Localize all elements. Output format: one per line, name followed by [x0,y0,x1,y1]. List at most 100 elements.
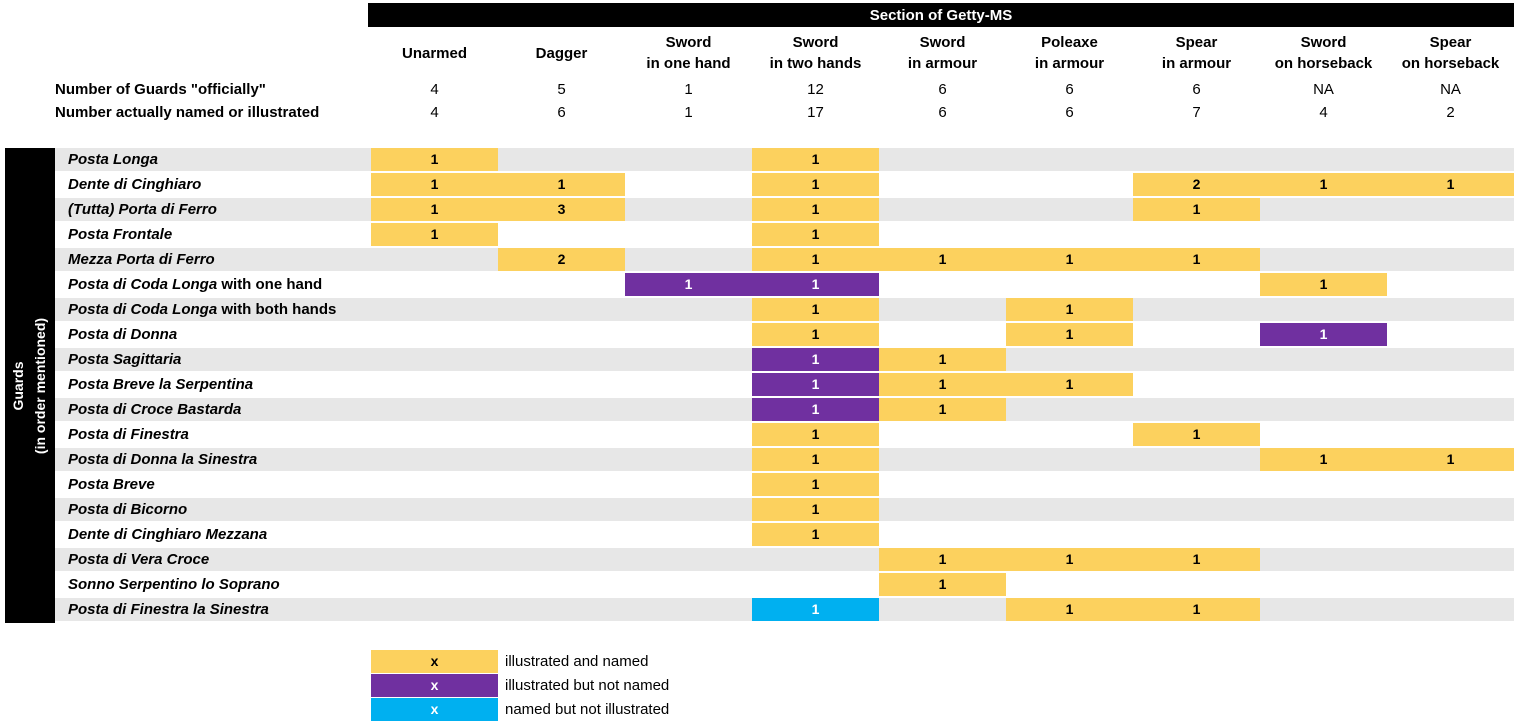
actual-value: 6 [1065,104,1074,121]
guard-name: Posta di Donna [68,323,177,346]
actual-value: 17 [807,104,824,121]
guard-name: Posta di Finestra la Sinestra [68,598,269,621]
table-row: Dente di Cinghiaro Mezzana 1 [0,523,1514,548]
matrix-cell: 1 [1260,173,1387,196]
matrix-cell: 1 [752,223,879,246]
table-row: Posta di Finestra 1 1 [0,423,1514,448]
table-row: Posta di Donna 1 1 1 [0,323,1514,348]
guard-name: Dente di Cinghiaro [68,173,201,196]
guard-name-text: Posta di Finestra la Sinestra [68,601,269,618]
table-row: Posta Breve la Serpentina 1 1 1 [0,373,1514,398]
guard-name-text: Posta di Croce Bastarda [68,401,242,418]
matrix-cell: 1 [752,198,879,221]
guard-name: Posta di Coda Longa with both hands [68,298,336,321]
banner-title: Section of Getty-MS [869,6,1013,24]
table-row: Mezza Porta di Ferro 2 1 1 1 1 [0,248,1514,273]
guard-name: Sonno Serpentino lo Soprano [68,573,280,596]
guard-name: Posta Sagittaria [68,348,181,371]
table-row: Sonno Serpentino lo Soprano 1 [0,573,1514,598]
matrix-cell: 1 [1260,273,1387,296]
guard-name-text: Posta di Vera Croce [68,551,210,568]
column-header-6: Spear in armour [1133,29,1260,77]
guard-name: Posta di Bicorno [68,498,187,521]
legend-item: x illustrated but not named [0,674,1514,697]
guard-name-suffix: with one hand [217,276,323,293]
matrix-cell: 1 [371,223,498,246]
actual-value: 7 [1192,104,1201,121]
legend-label: named but not illustrated [505,701,670,718]
column-header-4: Sword in armour [879,29,1006,77]
legend-swatch: x [371,650,498,673]
column-header-line: in armour [1034,55,1105,72]
matrix-cell: 1 [498,173,625,196]
matrix-cell: 1 [752,523,879,546]
matrix-cell: 1 [752,498,879,521]
matrix-cell: 1 [625,273,752,296]
guard-name-text: Sonno Serpentino lo Soprano [68,576,280,593]
matrix-cell: 1 [371,173,498,196]
matrix-cell: 1 [1133,423,1260,446]
guard-name: Posta di Coda Longa with one hand [68,273,322,296]
actual-value: 4 [1319,104,1328,121]
table-row: Posta Longa 1 1 [0,148,1514,173]
matrix-cell: 1 [1387,448,1514,471]
column-header-line: in armour [1161,55,1232,72]
column-header-line: on horseback [1274,55,1373,72]
table-row: Posta di Finestra la Sinestra 1 1 1 [0,598,1514,623]
guard-name-text: Posta di Bicorno [68,501,188,518]
matrix-cell: 3 [498,198,625,221]
guard-name: Posta di Vera Croce [68,548,209,571]
matrix-cell: 1 [371,198,498,221]
legend-swatch: x [371,698,498,721]
column-header-5: Poleaxe in armour [1006,29,1133,77]
guard-name: Posta Frontale [68,223,172,246]
matrix-cell: 1 [1006,373,1133,396]
matrix-cell: 1 [1260,448,1387,471]
guard-name-text: Posta Breve la Serpentina [68,376,254,393]
matrix-cell: 2 [1133,173,1260,196]
guard-name-text: Posta di Coda Longa [68,301,218,318]
matrix-cell: 1 [1387,173,1514,196]
column-header-line: Unarmed [401,44,468,62]
guard-name: Posta Longa [68,148,158,171]
column-header-0: Unarmed [371,29,498,77]
guard-name-text: Posta di Donna la Sinestra [68,451,258,468]
matrix-cell: 1 [752,348,879,371]
legend-swatch: x [371,674,498,697]
table-row: (Tutta) Porta di Ferro 1 3 1 1 [0,198,1514,223]
guard-name-text: Posta Breve [68,476,155,493]
guard-name-text: Mezza Porta di Ferro [68,251,215,268]
matrix-cell: 1 [752,173,879,196]
legend-item: x illustrated and named [0,650,1514,673]
column-header-7: Sword on horseback [1260,29,1387,77]
guard-name: (Tutta) Porta di Ferro [68,198,217,221]
matrix-cell: 1 [879,348,1006,371]
matrix-cell: 1 [752,473,879,496]
table-row: Dente di Cinghiaro 1 1 1 2 1 1 [0,173,1514,198]
guard-name-text: Posta Longa [68,151,159,168]
column-header-line: on horseback [1401,55,1500,72]
column-header-line: Dagger [535,44,588,62]
matrix-cell: 1 [1006,548,1133,571]
matrix-cell: 1 [1133,548,1260,571]
matrix-cell: 1 [752,273,879,296]
actual-value: 6 [938,104,947,121]
column-header-line: Sword [665,34,712,51]
matrix-cell: 1 [752,248,879,271]
matrix-cell: 1 [752,398,879,421]
guard-name-text: Posta Frontale [68,226,173,243]
table-row: Posta Breve 1 [0,473,1514,498]
guards-axis-bar: Guards (in order mentioned) [5,148,55,623]
column-header-line: Poleaxe [1041,34,1098,51]
matrix-cell: 1 [752,373,879,396]
guard-name-text: (Tutta) Porta di Ferro [68,201,217,218]
guard-name-text: Posta Sagittaria [68,351,182,368]
table-row: Posta di Bicorno 1 [0,498,1514,523]
actual-value: 2 [1446,104,1455,121]
table-row: Posta di Croce Bastarda 1 1 [0,398,1514,423]
guard-name: Posta di Finestra [68,423,189,446]
guard-name-suffix: with both hands [217,301,337,318]
guard-name: Posta Breve la Serpentina [68,373,253,396]
column-header-8: Spear on horseback [1387,29,1514,77]
official-value: 1 [684,81,693,98]
